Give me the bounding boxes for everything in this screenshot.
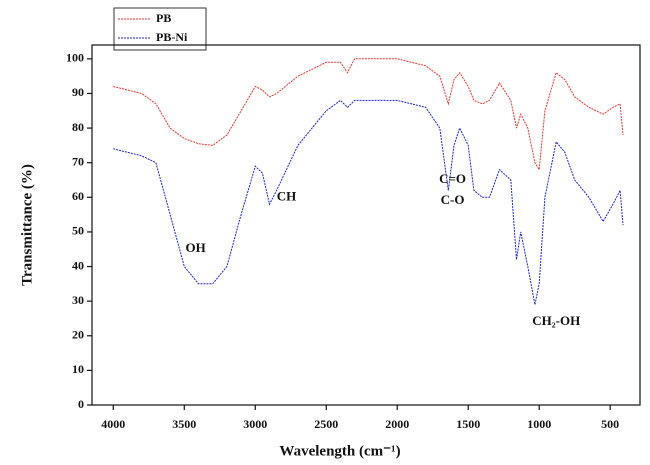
annotation: CH — [277, 188, 297, 203]
y-tick-label: 30 — [72, 293, 84, 307]
y-tick-label: 20 — [72, 328, 84, 342]
x-tick-label: 2000 — [385, 417, 409, 431]
annotation: CH₂-OH — [532, 313, 580, 328]
y-axis-label: Transmittance (%) — [19, 164, 35, 286]
legend-label: PB — [156, 11, 171, 25]
y-tick-label: 90 — [72, 85, 84, 99]
y-tick-label: 0 — [78, 397, 84, 411]
y-tick-label: 80 — [72, 120, 84, 134]
x-tick-label: 3500 — [172, 417, 196, 431]
y-tick-label: 50 — [72, 224, 84, 238]
annotation: C-O — [441, 192, 465, 207]
y-tick-label: 10 — [72, 362, 84, 376]
y-tick-label: 60 — [72, 189, 84, 203]
x-tick-label: 500 — [601, 417, 619, 431]
x-tick-label: 2500 — [314, 417, 338, 431]
series-line — [113, 99, 624, 305]
x-axis-label: Wavelength (cm⁻¹) — [279, 443, 400, 459]
y-tick-label: 70 — [72, 154, 84, 168]
legend-box — [113, 7, 207, 51]
plot-frame — [91, 44, 641, 406]
series-line — [113, 58, 624, 172]
x-tick-label: 1000 — [527, 417, 551, 431]
x-tick-label: 4000 — [101, 417, 125, 431]
x-tick-label: 1500 — [456, 417, 480, 431]
x-tick-label: 3000 — [243, 417, 267, 431]
legend-label: PB-Ni — [156, 30, 188, 44]
annotation: OH — [186, 240, 206, 255]
y-tick-label: 40 — [72, 258, 84, 272]
annotation: C=O — [439, 171, 466, 186]
y-tick-label: 100 — [66, 51, 84, 65]
